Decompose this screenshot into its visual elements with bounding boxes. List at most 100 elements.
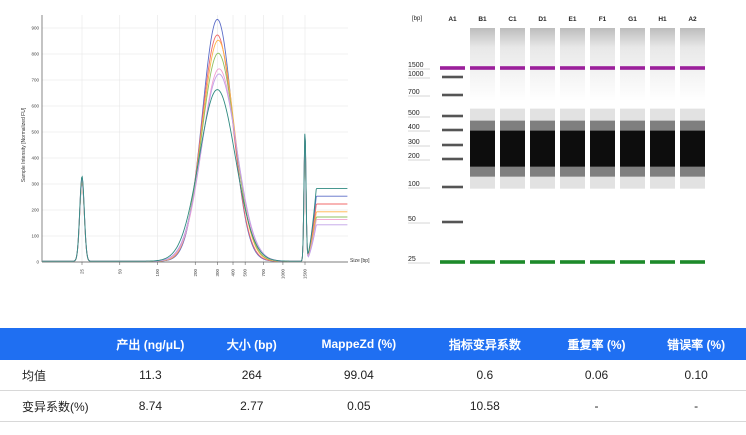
x-axis-label: Size [bp]: [350, 258, 370, 264]
upper-marker-band: [470, 66, 495, 70]
x-tick-label: 50: [117, 269, 122, 275]
x-tick-label: 500: [243, 269, 248, 277]
table-header-cell: 产出 (ng/μL): [92, 328, 209, 360]
upper-marker-band: [620, 66, 645, 70]
lane-label: B1: [478, 16, 487, 23]
lane-label: F1: [599, 16, 607, 23]
lane-label: C1: [508, 16, 517, 23]
upper-marker-band: [440, 66, 465, 70]
table-header-cell: 大小 (bp): [208, 328, 295, 360]
table-row: 变异系数(%) 8.74 2.77 0.05 10.58 - -: [0, 390, 746, 422]
lane-label: E1: [569, 16, 577, 23]
table-header-cell: 错误率 (%): [646, 328, 746, 360]
x-tick-label: 100: [155, 269, 160, 277]
table-cell: 均值: [0, 360, 92, 391]
upper-marker-band: [560, 66, 585, 70]
table-header-cell: 重复率 (%): [546, 328, 647, 360]
series-line: [42, 18, 348, 262]
table-header-cell: MappeZd (%): [294, 328, 423, 360]
chart-axes: 0 100 200 300 400 500 600 700 800 900 25 50 100 200 30…: [31, 15, 348, 279]
lane-label: G1: [628, 16, 637, 23]
y-tick-label: 500: [31, 130, 39, 135]
lane-label: H1: [658, 16, 667, 23]
table-header-row: 产出 (ng/μL) 大小 (bp) MappeZd (%) 指标变异系数 重复…: [0, 328, 746, 360]
y-tick-label: 800: [31, 52, 39, 57]
lane-label: D1: [538, 16, 547, 23]
ladder-label: 300: [408, 139, 420, 146]
lower-marker-band: [470, 260, 495, 264]
ladder-label: 400: [408, 124, 420, 131]
table-cell: 2.77: [208, 390, 295, 422]
ladder-label: 25: [408, 256, 416, 263]
table-cell: -: [646, 390, 746, 422]
ladder-band: [442, 93, 463, 97]
ladder-band: [442, 128, 463, 132]
lower-marker-band: [650, 260, 675, 264]
x-tick-label: 200: [193, 269, 198, 277]
summary-table: 产出 (ng/μL) 大小 (bp) MappeZd (%) 指标变异系数 重复…: [0, 328, 746, 422]
series-line: [42, 68, 348, 262]
gel-lanes: [440, 28, 705, 272]
table-header-cell: 指标变异系数: [422, 328, 547, 360]
lower-marker-band: [620, 260, 645, 264]
sample-band: [470, 130, 495, 167]
ladder-band: [442, 75, 463, 79]
table-cell: 264: [208, 360, 295, 391]
x-tick-label: 400: [231, 269, 236, 277]
series-line: [42, 34, 348, 262]
series-line: [42, 73, 348, 262]
sample-band: [620, 130, 645, 167]
ladder-label: 100: [408, 181, 420, 188]
table-cell: 0.6: [422, 360, 547, 391]
ladder-label: 1000: [408, 71, 424, 78]
chart-series-lines: [42, 18, 348, 262]
y-tick-label: 0: [36, 260, 39, 265]
table-row: 均值 11.3 264 99.04 0.6 0.06 0.10: [0, 360, 746, 391]
y-tick-label: 900: [31, 26, 39, 31]
lane-label: A2: [688, 16, 697, 23]
lower-marker-band: [560, 260, 585, 264]
sample-band: [680, 130, 705, 167]
electropherogram-chart: 0 100 200 300 400 500 600 700 800 900 25 50 100 200 30…: [21, 15, 370, 279]
table-cell: 8.74: [92, 390, 209, 422]
ladder-band: [442, 220, 463, 224]
lower-marker-band: [440, 260, 465, 264]
series-line: [42, 52, 348, 262]
upper-marker-band: [500, 66, 525, 70]
x-tick-label: 1000: [280, 269, 285, 280]
upper-marker-band: [590, 66, 615, 70]
y-tick-label: 400: [31, 156, 39, 161]
table-cell: 10.58: [422, 390, 547, 422]
table-cell: -: [546, 390, 647, 422]
y-tick-label: 600: [31, 104, 39, 109]
series-line: [42, 39, 348, 262]
ladder-label: 200: [408, 153, 420, 160]
table-header-cell: [0, 328, 92, 360]
sample-band: [650, 130, 675, 167]
upper-marker-band: [680, 66, 705, 70]
ladder-label: 50: [408, 216, 416, 223]
y-tick-label: 300: [31, 182, 39, 187]
ladder-band: [442, 185, 463, 189]
chart-gridlines: [42, 15, 348, 263]
table-cell: 变异系数(%): [0, 390, 92, 422]
lower-marker-band: [590, 260, 615, 264]
lane-label: A1: [448, 16, 457, 23]
x-tick-label: 300: [215, 269, 220, 277]
table-cell: 0.06: [546, 360, 647, 391]
ladder-band: [442, 143, 463, 147]
ladder-band: [442, 157, 463, 161]
gel-size-unit: [bp]: [412, 16, 422, 22]
x-tick-label: 1500: [303, 269, 308, 280]
sample-band: [590, 130, 615, 167]
ladder-label: 500: [408, 110, 420, 117]
table-cell: 99.04: [294, 360, 423, 391]
lower-marker-band: [680, 260, 705, 264]
y-tick-label: 700: [31, 78, 39, 83]
table-cell: 0.10: [646, 360, 746, 391]
ladder-lane: [440, 28, 465, 272]
ladder-label: 700: [408, 89, 420, 96]
table-cell: 0.05: [294, 390, 423, 422]
table-cell: 11.3: [92, 360, 209, 391]
sample-band: [500, 130, 525, 167]
